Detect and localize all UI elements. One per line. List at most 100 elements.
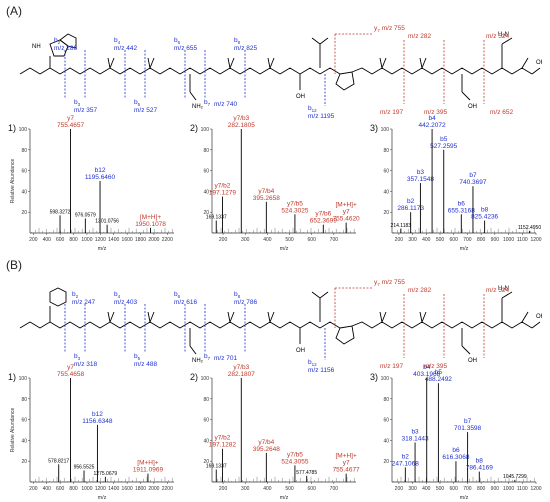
peak-label-A1-0: 598.3272 <box>50 209 71 215</box>
peak-label-A1-1: y7 755.4657 <box>57 115 84 129</box>
panel-a-label: (A) <box>6 4 22 18</box>
peak-label-A1-5: [M+H]+ 1950.1078 <box>135 214 166 228</box>
peak-label-B2-5: 577.4785 <box>296 470 317 476</box>
x-tick-label-A1: 600 <box>56 237 65 243</box>
structure-svg-a: NH₂ OH OH H₂N OH NH <box>19 25 542 120</box>
x-axis-label-B3: m/z <box>460 495 469 501</box>
frag-label-b5-b: b5 m/z 488 <box>134 353 158 368</box>
x-tick-label-A1: 1800 <box>135 237 146 243</box>
x-tick-label-B1: 2200 <box>162 486 173 492</box>
y-tick-label-A3: 100 <box>381 127 390 133</box>
y-tick-label-B1: 60 <box>21 418 27 424</box>
y-tick-label-A2: 20 <box>203 210 209 216</box>
frag-label-b4-b: b4 m/z 403 <box>114 291 138 306</box>
peak-label-B2-0: 169.1337 <box>206 464 227 470</box>
peak-label-B1-2: 956.5525 <box>74 465 95 471</box>
peak-label-B2-1: y7/b2 197.1282 <box>209 435 236 449</box>
y-tick-label-B1: 100 <box>19 376 28 382</box>
x-tick-label-B3: 1100 <box>517 486 528 492</box>
ms-chart-b2: 2) 20 40 60 80 100 200 300 400 500 600 700 m/z 169.13… <box>190 364 362 502</box>
x-tick-label-B2: 400 <box>263 486 272 492</box>
x-tick-label-B2: 200 <box>219 486 228 492</box>
y-tick-label-A3: 40 <box>383 189 389 195</box>
x-axis-label-A3: m/z <box>460 246 469 252</box>
svg-text:NH₂: NH₂ <box>192 104 204 110</box>
y-axis-label-A1: Relative Abundance <box>10 159 16 204</box>
peak-label-B2-2: y7/b3 282.1807 <box>228 364 255 378</box>
ms-chart-a1: 1) 20 40 60 80 100 200 400 600 800 1000 1200 1400 160… <box>8 115 180 253</box>
y-tick-label-A2: 60 <box>203 169 209 175</box>
x-tick-label-A3: 1200 <box>530 237 541 243</box>
svg-text:OH: OH <box>296 94 305 100</box>
peak-label-A3-6: b7 740.3697 <box>459 172 486 186</box>
svg-text:NH: NH <box>32 44 41 50</box>
x-tick-label-A3: 1000 <box>503 237 514 243</box>
y-tick-label-B1: 80 <box>21 397 27 403</box>
frag-label-b2-b: b2 m/z 247 <box>72 291 96 306</box>
frag-label-y7b3-b: m/z 282 <box>408 287 432 294</box>
x-tick-label-B1: 200 <box>29 486 38 492</box>
peak-label-A2-2: y7/b3 282.1805 <box>228 115 255 129</box>
y-tick-label-A3: 80 <box>383 148 389 154</box>
ms-chart-a3: 3) 20 40 60 80 100 200 300 400 500 600 700 800 900 100… <box>370 115 542 253</box>
peak-label-A3-3: b4 442.2072 <box>419 115 446 129</box>
svg-text:H₂N: H₂N <box>498 32 509 38</box>
ms-svg-A1: 1) 20 40 60 80 100 200 400 600 800 1000 1200 1400 160… <box>8 115 174 252</box>
x-tick-label-A1: 800 <box>69 237 78 243</box>
svg-text:NH₂: NH₂ <box>192 358 204 364</box>
y-tick-label-A1: 20 <box>21 210 27 216</box>
frag-label-y7-a: y7 m/z 755 <box>374 25 405 33</box>
x-tick-label-A3: 500 <box>436 237 445 243</box>
x-tick-label-B2: 700 <box>330 486 339 492</box>
x-tick-label-A1: 1200 <box>95 237 106 243</box>
frag-label-b6-b: b6 m/z 616 <box>174 291 198 306</box>
x-tick-label-B1: 600 <box>56 486 65 492</box>
y-tick-label-A3: 20 <box>383 210 389 216</box>
subpanel-label-B2: 2) <box>190 372 198 382</box>
peak-label-B3-6: b8 786.4169 <box>466 458 493 472</box>
x-tick-label-A3: 400 <box>422 237 431 243</box>
y-tick-label-B2: 20 <box>203 459 209 465</box>
y-tick-label-B1: 20 <box>21 459 27 465</box>
frag-label-y7b4-b: m/z 395 <box>424 363 448 370</box>
x-tick-label-A1: 1400 <box>108 237 119 243</box>
frag-label-y7b3-a: m/z 282 <box>408 33 432 40</box>
x-tick-label-B3: 400 <box>422 486 431 492</box>
peak-label-B3-4: b6 616.3068 <box>442 447 469 461</box>
x-tick-label-B3: 1200 <box>530 486 541 492</box>
peak-label-B1-1: y7 755.4658 <box>57 364 84 378</box>
y-tick-label-B3: 40 <box>383 438 389 444</box>
x-tick-label-B1: 2000 <box>148 486 159 492</box>
peak-label-A1-4: 1301.0756 <box>95 219 119 225</box>
peak-label-A3-0: 214.1183 <box>391 223 412 229</box>
frag-label-b5-a: b5 m/z 527 <box>134 99 158 114</box>
ms-chart-b3: 3) 20 40 60 80 100 200 300 400 500 600 700 800 900 100… <box>370 364 542 502</box>
peptide-structure-b: NH₂ OH OH H₂N OH <box>12 268 542 380</box>
x-tick-label-A3: 300 <box>408 237 417 243</box>
peak-label-B3-3: b5 488.2492 <box>425 369 452 383</box>
frag-label-y7b2-b: m/z 197 <box>380 363 404 370</box>
ms-chart-b1: 1) 20 40 60 80 100 200 400 600 800 1000 1200 1400 160… <box>8 364 180 502</box>
frag-label-b7-a: b7 m/z 740 <box>204 99 238 108</box>
y-tick-label-B3: 60 <box>383 418 389 424</box>
y-tick-label-B2: 80 <box>203 397 209 403</box>
x-axis-label-A2: m/z <box>280 246 289 252</box>
x-axis-label-B1: m/z <box>98 495 107 501</box>
peak-label-A3-2: b3 357.1548 <box>407 169 434 183</box>
x-tick-label-B3: 800 <box>477 486 486 492</box>
x-tick-label-B1: 800 <box>69 486 78 492</box>
x-tick-label-A3: 800 <box>477 237 486 243</box>
x-tick-label-A1: 200 <box>29 237 38 243</box>
frag-label-y7b4-a: m/z 395 <box>424 109 448 116</box>
y-tick-label-B3: 80 <box>383 397 389 403</box>
ms-svg-A2: 2) 20 40 60 80 100 200 300 400 500 600 700 m/z 169.13… <box>190 115 360 252</box>
peak-label-B1-3: b12 1156.6348 <box>82 411 113 425</box>
subpanel-label-B3: 3) <box>370 372 378 382</box>
ms-svg-B3: 3) 20 40 60 80 100 200 300 400 500 600 700 800 900 100… <box>370 364 542 501</box>
y-tick-label-A1: 40 <box>21 189 27 195</box>
frag-label-y7b5-a: m/z 524 <box>486 33 510 40</box>
ms-svg-A3: 3) 20 40 60 80 100 200 300 400 500 600 700 800 900 100… <box>370 115 542 252</box>
peak-label-B2-6: [M+H]+ y7 755.4677 <box>333 453 360 474</box>
y-tick-label-A2: 40 <box>203 189 209 195</box>
x-tick-label-B1: 1000 <box>81 486 92 492</box>
